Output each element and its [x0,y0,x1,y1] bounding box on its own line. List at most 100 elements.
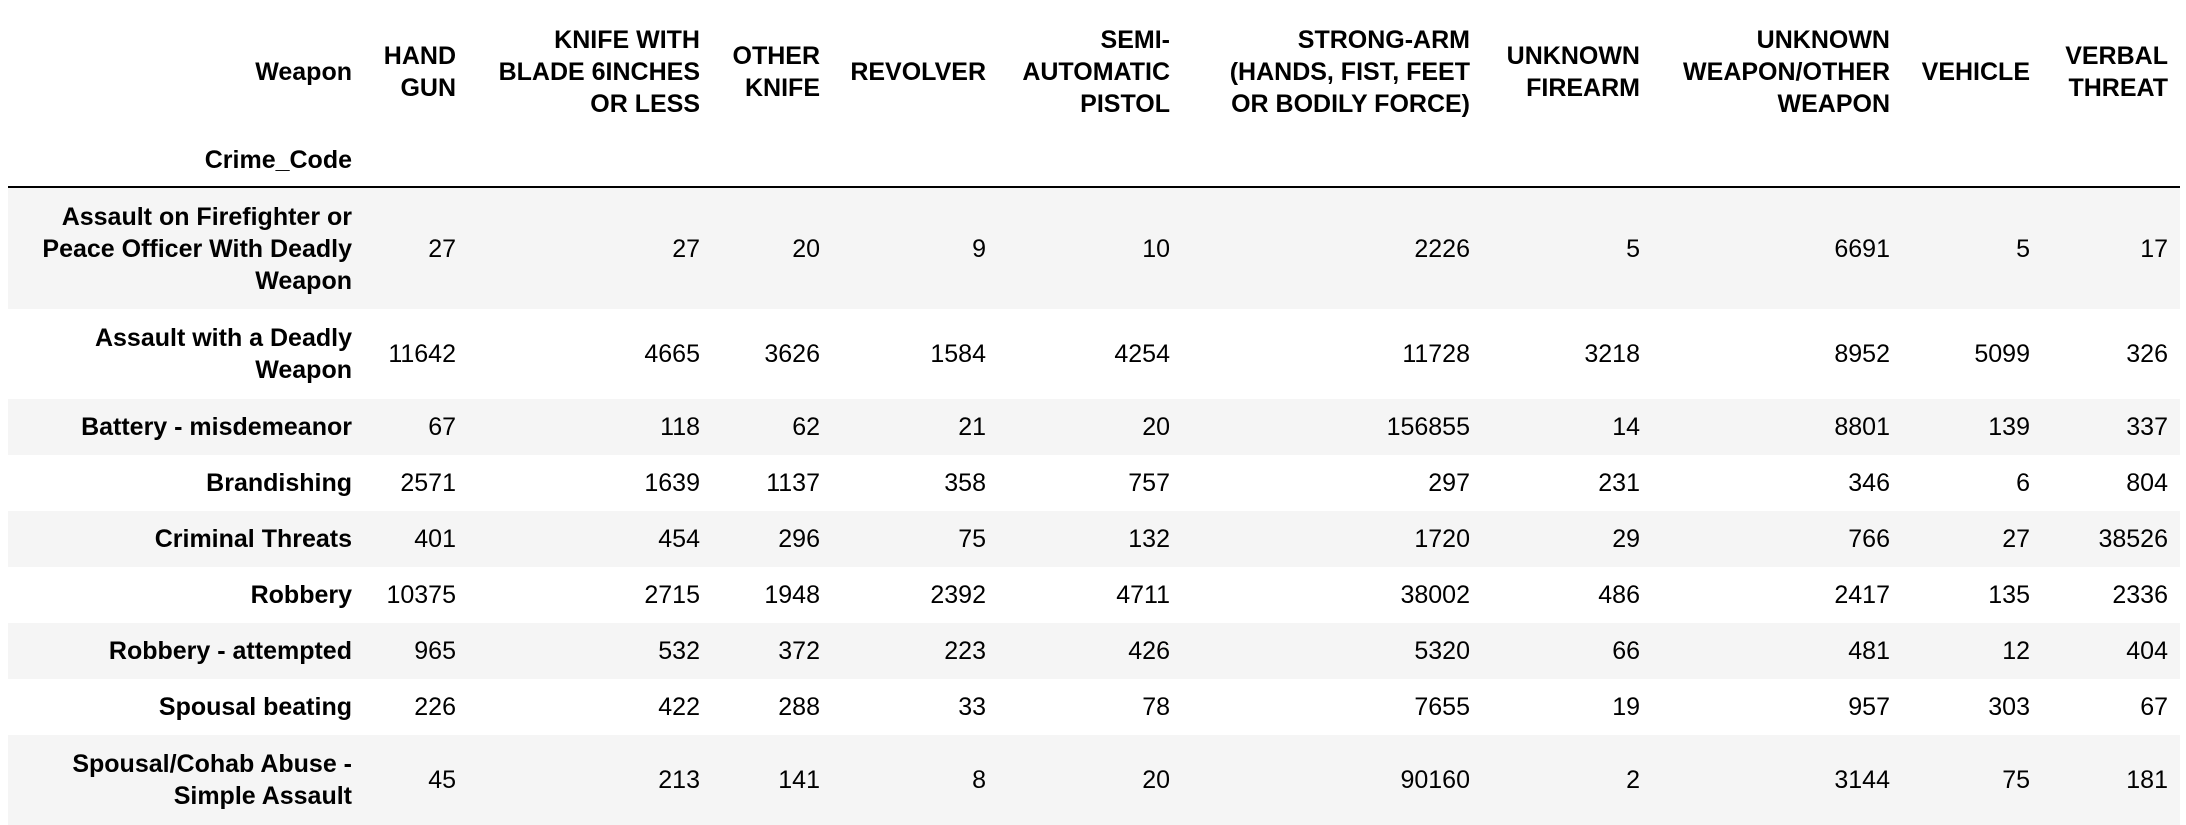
column-header: UNKNOWN WEAPON/OTHER WEAPON [1683,26,1890,118]
table-cell: 7655 [1414,693,1470,721]
row-label: Spousal/Cohab Abuse - Simple Assault [72,750,352,810]
column-header: KNIFE WITH BLADE 6INCHES OR LESS [498,26,700,118]
table-cell: 486 [1598,581,1640,609]
table-cell: 14 [1612,413,1640,441]
table-cell: 4665 [644,340,700,368]
table-cell: 141 [778,766,820,794]
table-cell: 337 [2126,413,2168,441]
table-cell: 66 [1612,637,1640,665]
table-cell: 11642 [388,340,456,368]
table-cell: 2417 [1834,581,1890,609]
table-cell: 9 [972,234,986,263]
table-cell: 8801 [1834,413,1890,441]
table-cell: 223 [944,637,986,665]
table-cell: 21 [958,413,986,441]
table-cell: 156855 [1386,413,1470,441]
empty-header-cell [998,144,1182,187]
table-cell: 401 [414,525,456,553]
table-cell: 27 [428,234,456,263]
table-cell: 766 [1848,525,1890,553]
table-cell: 6691 [1834,234,1890,263]
table-cell: 75 [958,525,986,553]
empty-header-cell [712,144,832,187]
table-cell: 426 [1128,637,1170,665]
row-label: Battery - misdemeanor [81,413,352,441]
table-cell: 181 [2126,766,2168,794]
empty-header-cell [468,144,712,187]
row-index-name: Crime_Code [204,146,352,174]
empty-header-cell [1482,144,1652,187]
table-cell: 303 [1988,693,2030,721]
table-cell: 132 [1128,525,1170,553]
table-cell: 2571 [400,469,456,497]
table-cell: 213 [658,766,700,794]
row-label: Assault on Firefighter or Peace Officer … [42,202,352,295]
table-row: Robbery 10375 2715 1948 2392 4711 38002 … [8,567,2180,623]
table-row: Battery - misdemeanor 67 118 62 21 20 15… [8,399,2180,455]
table-cell: 45 [428,766,456,794]
table-row: Robbery - attempted 965 532 372 223 426 … [8,623,2180,679]
table-cell: 965 [414,637,456,665]
table-cell: 5320 [1414,637,1470,665]
table-cell: 5099 [1974,340,2030,368]
table-cell: 4711 [1116,581,1170,609]
table-cell: 288 [778,693,820,721]
table-row: Brandishing 2571 1639 1137 358 757 297 2… [8,455,2180,511]
column-header: STRONG-ARM (HANDS, FIST, FEET OR BODILY … [1229,26,1470,118]
table-cell: 20 [1142,413,1170,441]
empty-header-cell [1652,144,1902,187]
table-cell: 226 [414,693,456,721]
table-cell: 1639 [644,469,700,497]
table-cell: 231 [1598,469,1640,497]
table-cell: 3626 [764,340,820,368]
table-row: Spousal beating 226 422 288 33 78 7655 1… [8,679,2180,735]
table-cell: 33 [958,693,986,721]
table-cell: 2 [1626,766,1640,794]
table-row: Spousal/Cohab Abuse - Simple Assault 45 … [8,735,2180,825]
column-header: SEMI-AUTOMATIC PISTOL [1022,26,1170,118]
table-cell: 38526 [2098,525,2168,553]
row-label: Brandishing [206,469,352,497]
table-cell: 10375 [386,581,456,609]
column-header: VERBAL THREAT [2065,42,2168,102]
empty-header-cell [2042,144,2180,187]
table-cell: 11728 [1402,340,1470,368]
empty-header-cell [1902,144,2042,187]
row-label: Assault with a Deadly Weapon [94,324,352,384]
row-label: Robbery [250,581,352,609]
empty-header-cell [1182,144,1482,187]
table-cell: 10 [1142,234,1170,263]
table-cell: 78 [1142,693,1170,721]
column-header: REVOLVER [850,58,986,86]
table-cell: 4254 [1114,340,1170,368]
crime-weapon-table: Weapon HAND GUN KNIFE WITH BLADE 6INCHES… [8,0,2180,825]
column-header: VEHICLE [1921,58,2030,86]
table-cell: 19 [1612,693,1640,721]
table-cell: 297 [1428,469,1470,497]
table-cell: 422 [658,693,700,721]
table-cell: 62 [792,413,820,441]
column-header-row: Weapon HAND GUN KNIFE WITH BLADE 6INCHES… [8,0,2180,144]
table-cell: 2715 [644,581,700,609]
column-header: UNKNOWN FIREARM [1506,42,1640,102]
table-cell: 5 [2016,234,2030,263]
table-cell: 8 [972,766,986,794]
table-cell: 6 [2016,469,2030,497]
table-cell: 346 [1848,469,1890,497]
table-cell: 1584 [930,340,986,368]
table-cell: 957 [1848,693,1890,721]
row-label: Criminal Threats [154,525,352,553]
table-cell: 326 [2126,340,2168,368]
table-cell: 8952 [1834,340,1890,368]
table-cell: 38002 [1400,581,1470,609]
row-label: Spousal beating [158,693,352,721]
table-cell: 67 [2140,693,2168,721]
column-header: OTHER KNIFE [732,42,821,102]
column-header: HAND GUN [383,42,456,102]
table-cell: 139 [1988,413,2030,441]
dataframe-container: Weapon HAND GUN KNIFE WITH BLADE 6INCHES… [8,0,2180,825]
table-row: Criminal Threats 401 454 296 75 132 1720… [8,511,2180,567]
table-cell: 75 [2002,766,2030,794]
table-cell: 27 [2002,525,2030,553]
table-cell: 804 [2126,469,2168,497]
